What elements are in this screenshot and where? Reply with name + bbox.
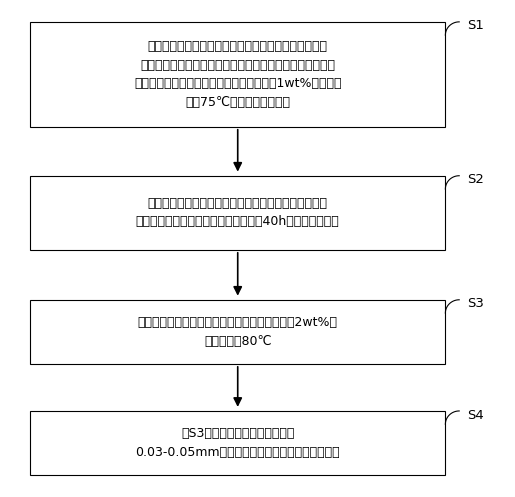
Text: S3: S3 <box>467 297 484 311</box>
FancyBboxPatch shape <box>30 176 445 249</box>
Text: 将S3得到的物料磨粉，至细度为
0.03-0.05mm，得到利用果皮制备的污水处理药剂: 将S3得到的物料磨粉，至细度为 0.03-0.05mm，得到利用果皮制备的污水处… <box>135 427 340 459</box>
FancyBboxPatch shape <box>30 300 445 364</box>
FancyBboxPatch shape <box>30 22 445 127</box>
Text: S1: S1 <box>467 19 484 32</box>
Text: 将浓硫酸倒入水中混合均匀，喷洒在预制料中，在喷洒
过程中用搅拌机搅拌，喷洒完全后堆积40h得到第二预制料: 将浓硫酸倒入水中混合均匀，喷洒在预制料中，在喷洒 过程中用搅拌机搅拌，喷洒完全后… <box>136 197 339 229</box>
Text: S4: S4 <box>467 409 484 421</box>
Text: 将第二预制料送至到烘箱中烘干至物料含水率为2wt%，
烘干温度为80℃: 将第二预制料送至到烘箱中烘干至物料含水率为2wt%， 烘干温度为80℃ <box>138 316 338 348</box>
Text: S2: S2 <box>467 173 484 186</box>
FancyBboxPatch shape <box>30 411 445 475</box>
Text: 将植物果皮、煤灰、膨润土、凹凸棒土、氯化钠、明矾
、硫酸铝、氧化钙、硅酸钠、聚丙烯酸钠、改性淀粉、聚合
氯化铝全部置于烘箱中加热至物料含水率为1wt%，烘箱温
: 将植物果皮、煤灰、膨润土、凹凸棒土、氯化钠、明矾 、硫酸铝、氧化钙、硅酸钠、聚丙… <box>134 40 341 109</box>
